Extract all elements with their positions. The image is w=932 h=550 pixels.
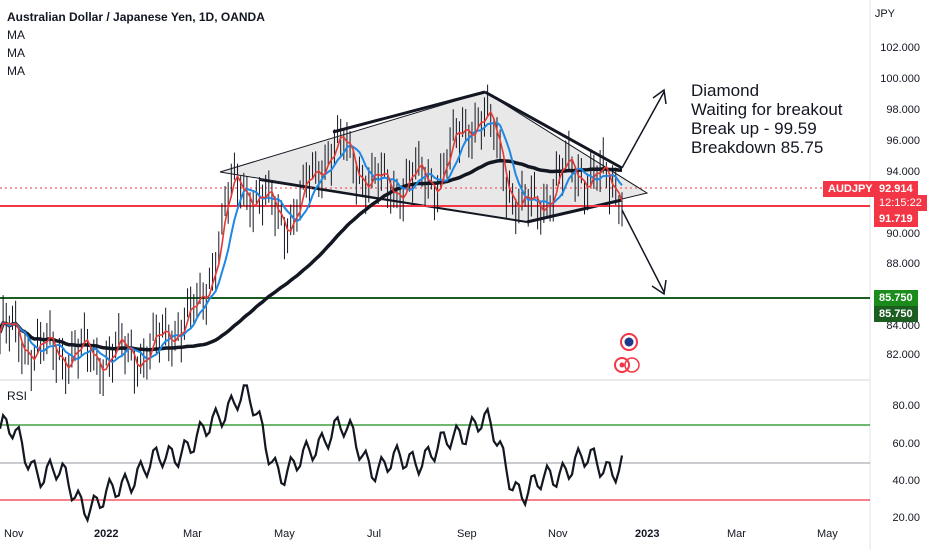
breakdown-arrow [621,209,665,293]
price-tick: 96.000 [886,135,920,147]
price-tick: 84.000 [886,320,920,332]
price-tick: 94.000 [886,166,920,178]
diamond-lower-right-line [526,198,623,224]
time-tick: 2022 [94,528,119,540]
indicator-ma-2[interactable]: MA [7,46,25,60]
indicator-ma-1[interactable]: MA [7,28,25,42]
rsi-label[interactable]: RSI [7,389,28,403]
symbol-title[interactable]: Australian Dollar / Japanese Yen, 1D, OA… [7,10,265,24]
rsi-tick: 40.00 [892,475,920,487]
green-level-tag: 85.750 [874,290,918,306]
countdown-tag: 12:15:22 [874,195,927,211]
time-tick: May [274,528,295,540]
rsi-tick: 60.00 [892,438,920,450]
price-tick: 90.000 [886,228,920,240]
annotation-line-1: Diamond [691,81,760,100]
breakout-up-arrowhead [652,88,667,105]
ma-fast-line [0,110,623,372]
annotation-line-4: Breakdown 85.75 [691,138,824,157]
time-tick: Nov [548,528,568,540]
chart-legend: Australian Dollar / Japanese Yen, 1D, OA… [7,8,265,80]
time-tick: Jul [367,528,382,540]
time-tick: Nov [4,528,24,540]
time-tick: 2023 [635,528,660,540]
ma-mid-line [0,121,623,364]
last-price-tag: 92.914 [874,181,918,197]
time-tick: Sep [457,528,477,540]
event-dot [619,362,625,368]
time-tick: May [817,528,838,540]
diamond-annotation: Diamond Waiting for breakout Break up - … [691,81,843,157]
red-level-tag: 91.719 [874,211,918,227]
price-tick: 98.000 [886,104,920,116]
ma-slow-line [0,158,623,352]
diamond-upper-left-line [332,90,486,134]
time-tick: Mar [727,528,746,540]
breakdown-arrowhead [651,279,667,296]
currency-label: JPY [874,8,895,20]
price-tick: 102.000 [880,42,920,54]
rsi-tick: 20.00 [892,512,920,524]
annotation-line-2: Waiting for breakout [691,100,843,119]
time-tick: Mar [183,528,202,540]
diamond-upper-right-line [484,90,623,170]
rsi-tick: 80.00 [892,400,920,412]
symbol-tag: AUDJPY [823,181,878,197]
price-tick: 88.000 [886,258,920,270]
breakout-up-arrow [621,91,665,169]
event-flag-icon-inner [624,337,634,347]
price-tick: 100.000 [880,73,920,85]
annotation-line-3: Break up - 99.59 [691,119,817,138]
price-tick: 82.000 [886,349,920,361]
rsi-line [0,384,624,524]
indicator-ma-3[interactable]: MA [7,64,25,78]
event-dividend-icon-2[interactable] [624,357,640,373]
diamond-pattern [219,91,649,223]
green-level-tag-2: 85.750 [874,306,918,322]
